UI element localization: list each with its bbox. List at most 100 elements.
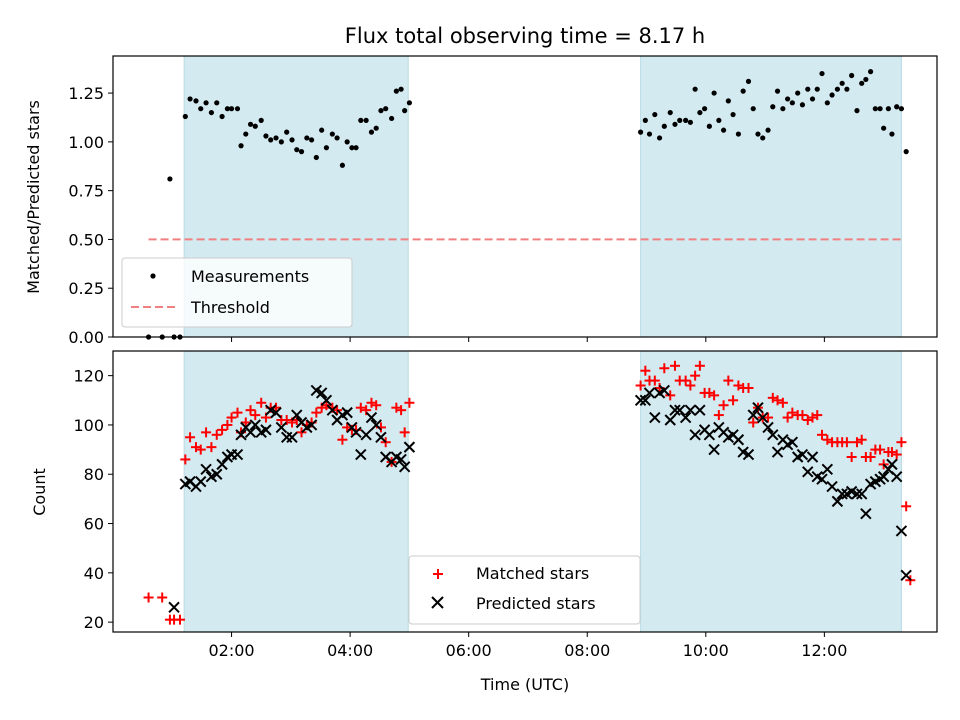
predicted-star-point (826, 480, 838, 493)
measurement-point (349, 145, 355, 151)
matched-star-point (226, 412, 237, 423)
measurement-point (885, 106, 891, 112)
predicted-star-point (370, 419, 382, 431)
figure-title: Flux total observing time = 8.17 h (345, 24, 705, 48)
matched-star-point (709, 390, 720, 401)
measurement-point (755, 131, 761, 137)
legend-matched-label: Matched stars (476, 564, 589, 583)
predicted-star-point (802, 466, 814, 478)
predicted-star-point (796, 448, 809, 461)
measurement-point (238, 143, 244, 149)
measurement-point (323, 145, 330, 151)
matched-star-point (891, 449, 902, 460)
matched-star-point (797, 410, 808, 421)
matched-star-point (195, 444, 206, 455)
measurement-point (313, 154, 319, 161)
measurement-point (203, 100, 209, 106)
predicted-star-point (398, 461, 411, 473)
measurement-point (849, 72, 855, 79)
measurement-point (304, 135, 310, 141)
measurement-point (661, 123, 667, 129)
measurement-point (389, 115, 395, 122)
measurement-point (383, 106, 389, 112)
predicted-star-point (260, 424, 272, 436)
measurement-point (358, 117, 364, 123)
measurement-point (868, 69, 874, 75)
matched-star-point (901, 501, 912, 512)
matched-star-point (206, 442, 217, 453)
measurement-point (263, 133, 269, 139)
predicted-star-point (350, 426, 362, 439)
legend-measurements-label: Measurements (191, 267, 309, 286)
predicted-star-point (752, 401, 764, 414)
measurement-point (252, 123, 258, 129)
measurement-point (378, 108, 384, 114)
matched-star-point (232, 407, 243, 418)
bottom-panel-frame (112, 350, 938, 633)
measurement-point (642, 117, 648, 123)
measurement-point (363, 117, 369, 123)
predicted-star-point (649, 411, 661, 424)
predicted-star-point (762, 421, 774, 434)
matched-star-point (743, 382, 754, 393)
matched-star-point (321, 400, 332, 411)
x-tick-label: 12:00 (801, 641, 847, 660)
predicted-star-point (216, 458, 228, 471)
matched-star-point (669, 360, 680, 371)
matched-star-point (685, 380, 696, 391)
measurement-point (187, 96, 193, 102)
predicted-star-point (877, 471, 890, 483)
matched-star-point (245, 405, 256, 416)
measurement-point (224, 106, 231, 112)
matched-star-point (694, 360, 705, 371)
measurement-point (745, 78, 752, 84)
matched-star-point (649, 375, 660, 386)
matched-star-point (240, 417, 251, 428)
predicted-star-point (816, 473, 828, 485)
matched-star-point (250, 410, 261, 421)
measurement-point (344, 139, 350, 145)
predicted-star-point (270, 406, 282, 419)
predicted-star-point (168, 601, 180, 614)
predicted-star-point (355, 448, 367, 461)
legend-predicted-label: Predicted stars (476, 594, 596, 613)
y-tick-label: 80 (84, 465, 104, 484)
measurement-point (284, 129, 290, 135)
x-tick-label: 02:00 (209, 641, 255, 660)
measurement-point (228, 106, 235, 112)
matched-star-point (371, 400, 382, 411)
measurement-point (702, 106, 708, 112)
measurement-point (273, 135, 279, 141)
measurement-point (720, 127, 727, 133)
x-tick-label: 06:00 (446, 641, 492, 660)
matched-star-point (680, 375, 691, 386)
measurement-point (819, 70, 825, 77)
measurement-point (711, 90, 717, 96)
measurement-point (167, 176, 173, 182)
y-tick-label: 1.25 (68, 84, 104, 103)
matched-star-point (846, 451, 857, 462)
y-tick-label: 60 (84, 515, 104, 534)
predicted-star-point (767, 429, 779, 441)
measurement-point (243, 131, 249, 137)
matched-star-point (841, 437, 852, 448)
measurement-point (809, 96, 816, 102)
measurement-point (881, 125, 887, 131)
matched-star-point (311, 407, 322, 418)
measurement-point (834, 86, 841, 92)
measurement-point (863, 76, 869, 83)
x-tick-label: 04:00 (327, 641, 373, 660)
predicted-star-point (831, 495, 844, 508)
y-tick-label: 120 (73, 367, 104, 386)
matched-star-point (211, 429, 222, 440)
measurement-point (393, 88, 399, 94)
legend-matched-marker (433, 569, 443, 579)
predicted-star-point (249, 419, 261, 431)
predicted-star-point (305, 419, 318, 431)
matched-star-point (782, 412, 793, 423)
measurement-point (814, 86, 820, 92)
observing-window-span (640, 350, 902, 633)
y-tick-label: 0.75 (68, 182, 104, 201)
measurement-point (824, 100, 830, 106)
predicted-star-point (341, 406, 353, 419)
